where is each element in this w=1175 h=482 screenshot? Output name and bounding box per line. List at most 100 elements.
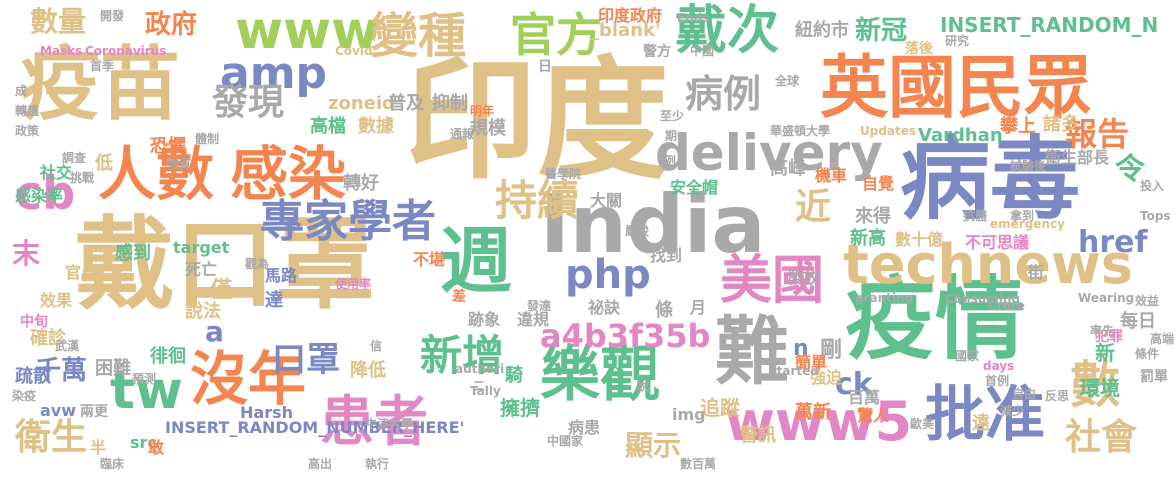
word-cloud-term: 歐美 [910, 417, 935, 431]
word-cloud-term: 持續 [495, 176, 580, 225]
word-cloud-term: 明年 [470, 104, 495, 118]
word-cloud-term: 轉好 [343, 173, 379, 194]
word-cloud-term: 戴口罩 [75, 206, 375, 323]
word-cloud-term: 數 [1070, 356, 1120, 414]
word-cloud-term: 減少 [1000, 404, 1025, 418]
word-cloud-term: www [235, 1, 380, 61]
word-cloud-term: www5 [725, 390, 913, 453]
word-cloud-term: 人數 [98, 140, 215, 208]
word-cloud-term: 印度 [405, 44, 669, 198]
word-cloud-term: 中國家 [547, 434, 584, 448]
word-cloud-term: 醫學院 [545, 167, 582, 181]
word-cloud-term: 數十億 [895, 230, 944, 249]
word-cloud-term: days [983, 359, 1015, 373]
word-cloud-term: 自覺 [862, 174, 895, 193]
word-cloud-term: 社交 [40, 163, 73, 182]
word-cloud-term: 困難 [95, 358, 131, 379]
word-cloud-term: 數據 [358, 116, 394, 137]
word-cloud-term: 衛生 [15, 417, 88, 458]
word-cloud-term: 街 [1028, 263, 1045, 282]
word-cloud-term: 達 [265, 290, 283, 311]
word-cloud-term: 反思 [1045, 389, 1070, 403]
word-cloud-term: 疫情 [845, 267, 1025, 372]
word-cloud-term: 確診 [30, 328, 66, 349]
word-cloud-term: 說法 [185, 301, 221, 322]
word-cloud-term: cb [15, 166, 76, 220]
word-cloud-term: 嚴峻 [625, 224, 650, 238]
word-cloud-term: 病毒 [900, 127, 1080, 232]
word-cloud-term: emergency [990, 217, 1065, 231]
word-cloud-term: 低 [95, 153, 113, 174]
word-cloud-term: 日 [538, 59, 552, 75]
word-cloud-term: India [540, 178, 766, 271]
word-cloud-term: 開發 [100, 9, 125, 23]
word-cloud-term: 投入 [1140, 179, 1165, 193]
word-cloud-term: 二 [473, 379, 486, 393]
word-cloud-term: 剛 [820, 338, 843, 363]
word-cloud-term: zoneid [328, 93, 395, 114]
word-cloud-term: 挑戰 [70, 171, 95, 185]
word-cloud-term: ck [835, 367, 873, 402]
word-cloud-term: 抑制 [432, 93, 468, 114]
word-cloud-term: Updates [860, 124, 917, 138]
word-cloud-term: 通報 [450, 127, 475, 141]
word-cloud-term: 專家學者 [260, 196, 436, 247]
word-cloud-term: 美國 [720, 251, 825, 311]
word-cloud-term: php [565, 252, 651, 298]
word-cloud-term: 犯罪 [1095, 329, 1123, 345]
word-cloud-term: 批准 [925, 380, 1045, 450]
word-cloud-term: 新增 [420, 331, 505, 380]
word-cloud-term: 高端 [1150, 332, 1175, 346]
word-cloud-term: 徘徊 [150, 346, 186, 367]
word-cloud-term: 警訊 [740, 425, 776, 446]
word-cloud-term: 報告 [1065, 115, 1130, 153]
word-cloud-term: 研究 [945, 34, 970, 48]
word-cloud-term: 規模 [470, 118, 506, 139]
word-cloud-term: src [130, 433, 157, 452]
word-cloud-term: Crore [988, 299, 1026, 313]
word-cloud-term: 末 [12, 237, 41, 270]
word-cloud-term: 追蹤 [700, 396, 740, 420]
word-cloud-term: 條件 [1135, 347, 1160, 361]
word-cloud-term: Harsh [240, 403, 293, 422]
word-cloud-term: 使用率 [335, 277, 372, 291]
word-cloud-term: 首季 [90, 59, 115, 73]
word-cloud-term: 變種 [370, 8, 467, 64]
word-cloud-term: 全球 [775, 74, 800, 88]
word-cloud-term: 官員 [65, 263, 98, 282]
word-cloud-term: 驚人 [857, 406, 890, 425]
word-cloud-term: 難 [715, 309, 789, 395]
word-cloud-term: 月 [690, 298, 707, 317]
word-cloud-term: 發達 [527, 299, 552, 313]
word-cloud-term: 官方 [510, 8, 602, 62]
word-cloud-term: 發放 [787, 268, 820, 287]
word-cloud-term: 武漢 [55, 339, 80, 353]
word-cloud-term: Tally [470, 384, 501, 398]
word-cloud-term: 病患 [568, 418, 601, 437]
word-cloud-term: 跡象 [468, 310, 501, 329]
word-cloud-term: amp [220, 48, 328, 99]
word-cloud-term: 首例 [985, 374, 1010, 388]
word-cloud-term: Covid [335, 44, 373, 58]
word-cloud-term: 沒年 [190, 345, 307, 413]
word-cloud-term: Wearing [1078, 291, 1135, 305]
word-cloud-term: avw [40, 401, 77, 420]
word-cloud-term: 新高 [850, 228, 886, 249]
word-cloud-term: 高峰 [770, 158, 806, 179]
word-cloud-term: 觀為 [245, 257, 270, 271]
word-cloud-term: 染疫 [12, 389, 37, 403]
word-cloud-term: 敢 [148, 438, 165, 457]
word-cloud-term: 至少 [660, 109, 685, 123]
word-cloud-term: a [205, 315, 224, 348]
word-cloud-term: delivery [655, 124, 883, 182]
word-cloud-term: 機車 [815, 166, 848, 185]
word-cloud-term: 近 [795, 187, 832, 228]
word-cloud-term: 祕訣 [588, 298, 621, 317]
word-cloud-term: 口罩 [272, 340, 340, 380]
word-cloud-term: 安全帽 [670, 178, 719, 197]
word-cloud-term: 預測 [132, 372, 157, 386]
word-cloud-term: Coronavirus [85, 44, 167, 58]
word-cloud-term: 恐懼 [150, 136, 186, 157]
word-cloud-term: 普及 [388, 93, 424, 114]
